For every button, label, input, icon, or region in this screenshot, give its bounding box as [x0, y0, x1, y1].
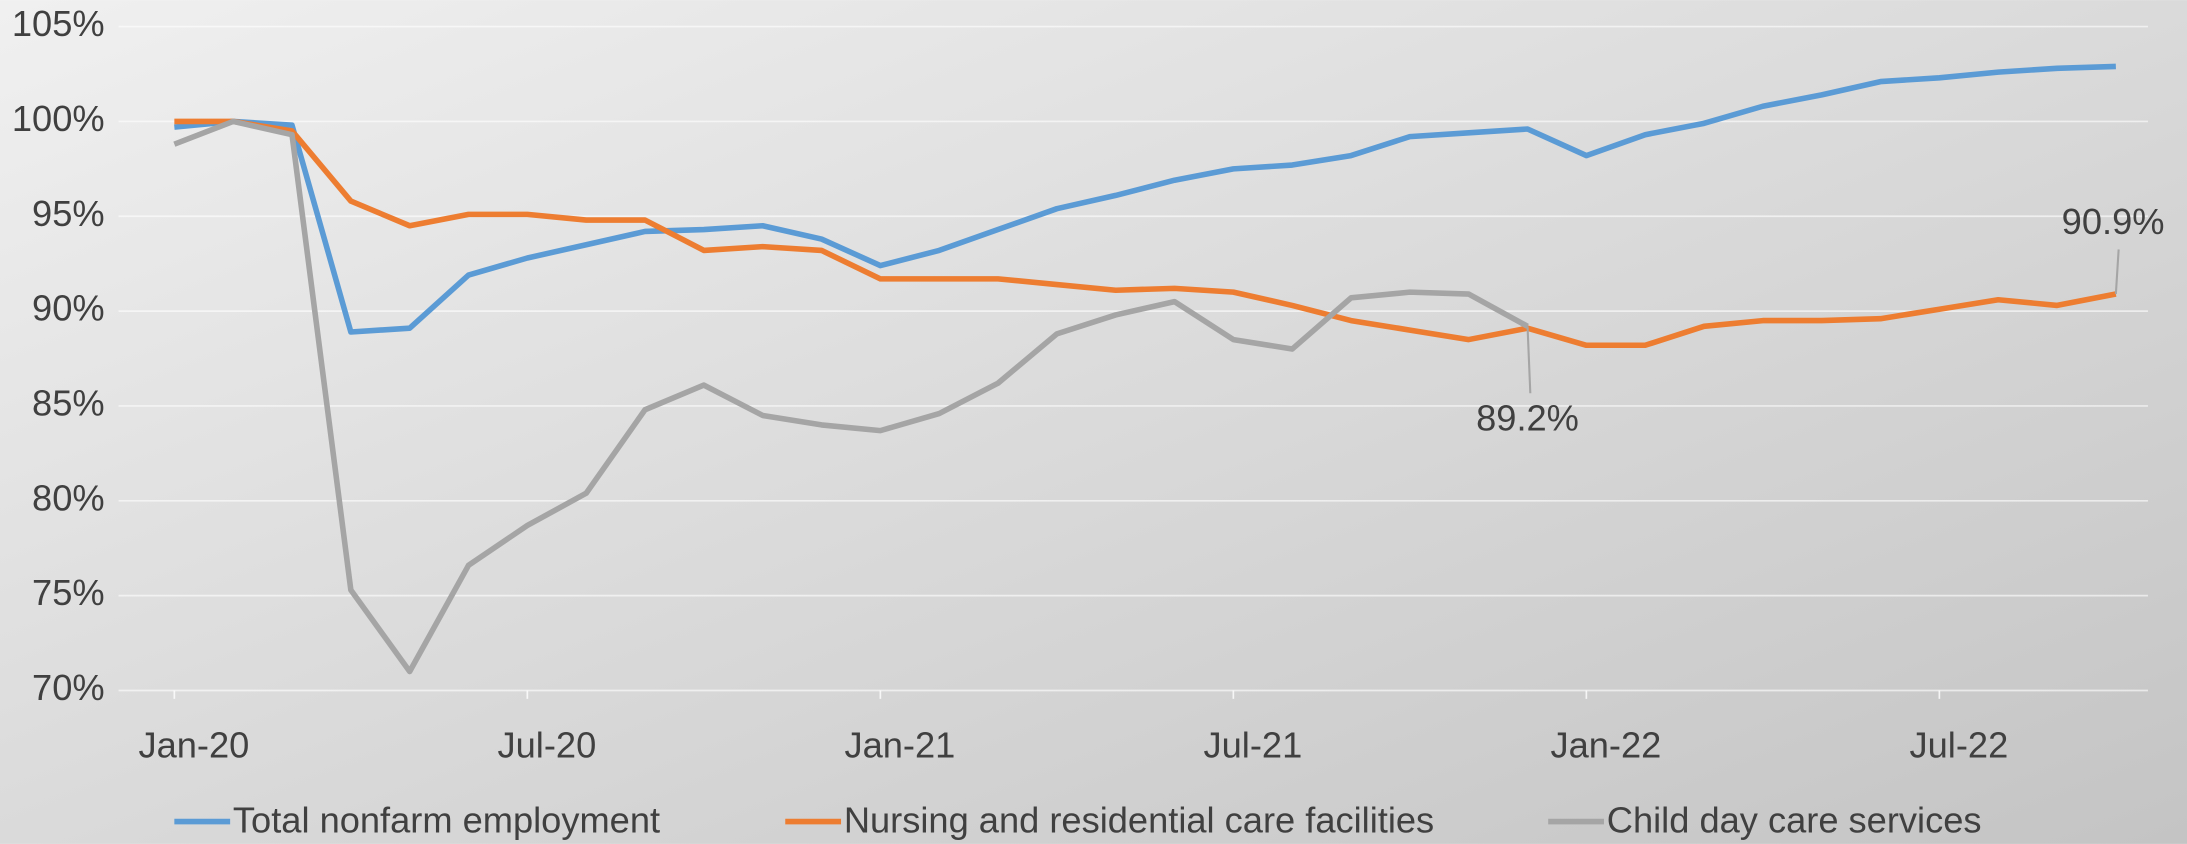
- leader-line: [2114, 249, 2120, 295]
- series-line: [174, 63, 2116, 335]
- series-line: [174, 118, 2117, 349]
- legend-label: Total nonfarm employment: [233, 800, 660, 841]
- y-tick-label: 80%: [32, 477, 105, 518]
- y-tick-label: 95%: [32, 193, 105, 234]
- x-tick-label: Jan-21: [844, 724, 955, 765]
- x-tick-label: Jul-20: [498, 724, 597, 765]
- leader-line: [1526, 326, 1532, 394]
- x-tick-label: Jan-20: [138, 724, 249, 765]
- x-tick-label: Jan-22: [1550, 724, 1661, 765]
- y-tick-label: 70%: [32, 667, 105, 708]
- series-line: [173, 118, 1529, 675]
- y-tick-label: 90%: [32, 288, 105, 329]
- x-tick-label: Jul-22: [1910, 724, 2009, 765]
- x-tick-label: Jul-21: [1204, 724, 1303, 765]
- data-label: 90.9%: [2062, 201, 2165, 242]
- legend-label: Nursing and residential care facilities: [844, 800, 1434, 841]
- y-tick-label: 100%: [12, 98, 105, 139]
- y-tick-label: 85%: [32, 383, 105, 424]
- y-tick-label: 105%: [12, 3, 105, 44]
- legend-label: Child day care services: [1607, 800, 1982, 841]
- data-label: 89.2%: [1476, 398, 1579, 439]
- y-tick-label: 75%: [32, 572, 105, 613]
